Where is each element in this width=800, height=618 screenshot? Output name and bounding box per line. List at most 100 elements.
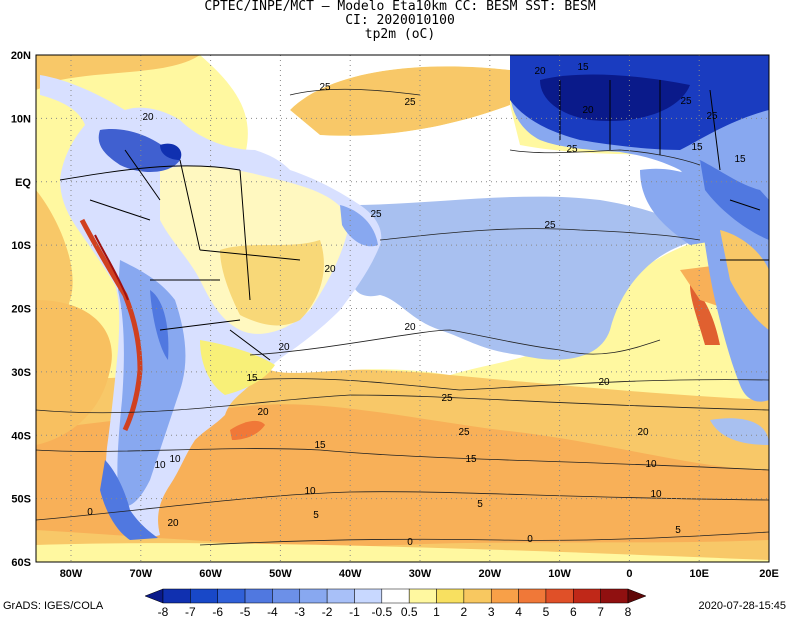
legend-swatch bbox=[573, 588, 601, 604]
contour-value-label: 20 bbox=[582, 105, 594, 116]
legend-label: -0.5 bbox=[371, 605, 392, 618]
contour-line bbox=[36, 448, 769, 471]
lon-label: 60W bbox=[199, 568, 222, 580]
legend-label: -2 bbox=[322, 605, 333, 618]
venezuela-blue bbox=[98, 129, 180, 172]
contour-line bbox=[199, 531, 769, 546]
contour-line bbox=[36, 394, 769, 414]
andes-darker-blue bbox=[150, 290, 169, 360]
lon-label: 80W bbox=[60, 568, 83, 580]
contour-value-label: 15 bbox=[577, 62, 589, 73]
contour-value-label: 25 bbox=[319, 82, 331, 93]
patagonia-blue bbox=[100, 460, 158, 540]
contour-value-label: 25 bbox=[458, 427, 470, 438]
contour-value-label: 15 bbox=[691, 142, 703, 153]
contour-value-label: 25 bbox=[370, 209, 382, 220]
contour-line bbox=[509, 149, 701, 166]
lon-label: 10E bbox=[689, 568, 709, 580]
contour-value-label: 20 bbox=[324, 264, 336, 275]
contour-value-label: 25 bbox=[706, 111, 718, 122]
map-grid bbox=[36, 55, 769, 562]
longitude-labels: 80W 70W 60W 50W 40W 30W 20W 10W 0 10E 20E bbox=[60, 568, 779, 580]
legend-label: 2 bbox=[461, 605, 468, 618]
legend-swatch bbox=[162, 588, 191, 604]
contour-value-label: 10 bbox=[304, 486, 316, 497]
title-line-3: tp2m (oC) bbox=[364, 27, 436, 42]
contour-line bbox=[249, 378, 769, 391]
country-borders bbox=[59, 149, 301, 361]
contour-value-label: 5 bbox=[477, 499, 483, 510]
benguela-red bbox=[690, 285, 720, 345]
contour-value-label: 10 bbox=[154, 460, 166, 471]
legend-label: -3 bbox=[294, 605, 305, 618]
contour-value-label: 0 bbox=[407, 537, 413, 548]
contour-line bbox=[289, 88, 421, 96]
legend-label: -1 bbox=[349, 605, 360, 618]
legend-label: 8 bbox=[625, 605, 632, 618]
legend-swatch bbox=[190, 588, 218, 604]
lat-label: 10N bbox=[11, 113, 31, 125]
contour-value-label: 10 bbox=[169, 454, 181, 465]
andes-red-ridge bbox=[79, 218, 143, 432]
lon-label: 70W bbox=[129, 568, 152, 580]
northeast-brazil-blue bbox=[340, 205, 378, 247]
latitude-labels: 20N 10N EQ 10S 20S 30S 40S 50S 60S bbox=[11, 50, 32, 569]
contour-value-label: 20 bbox=[142, 112, 154, 123]
legend-arrow-left bbox=[144, 588, 164, 604]
contour-value-label: 15 bbox=[465, 454, 477, 465]
legend-label: 6 bbox=[570, 605, 577, 618]
andes-dark-ridge bbox=[94, 234, 129, 301]
legend-label: 1 bbox=[433, 605, 440, 618]
contour-labels: 25 25 25 20 15 20 25 25 15 15 25 20 25 20 20 25 20 25 20 15… bbox=[87, 62, 746, 548]
lon-label: 20E bbox=[759, 568, 779, 580]
north-atlantic-orange bbox=[290, 66, 510, 136]
south-africa-warm bbox=[720, 230, 769, 330]
contour-value-label: 15 bbox=[246, 373, 258, 384]
lat-label: 10S bbox=[11, 240, 31, 252]
contour-value-label: 25 bbox=[441, 393, 453, 404]
contour-value-label: 10 bbox=[645, 459, 657, 470]
title-line-1: CPTEC/INPE/MCT – Modelo Eta10km CC: BESM… bbox=[204, 0, 596, 14]
legend-label: -5 bbox=[240, 605, 251, 618]
legend-swatch bbox=[436, 588, 465, 604]
contour-value-label: 5 bbox=[313, 510, 319, 521]
legend-swatch bbox=[244, 588, 273, 604]
contour-value-label: 20 bbox=[637, 427, 649, 438]
legend-swatch bbox=[217, 588, 246, 604]
legend-swatch bbox=[272, 588, 301, 604]
central-brazil-warm bbox=[220, 240, 324, 326]
caribbean-orange bbox=[36, 55, 200, 90]
central-africa-blue bbox=[700, 160, 769, 240]
contour-value-label: 20 bbox=[598, 377, 610, 388]
legend-swatch bbox=[354, 588, 383, 604]
lon-label: 40W bbox=[339, 568, 362, 580]
contour-value-label: 20 bbox=[257, 407, 269, 418]
lon-label: 20W bbox=[478, 568, 501, 580]
lat-label: EQ bbox=[15, 177, 31, 189]
southeast-blue-patch bbox=[710, 418, 769, 445]
contour-line bbox=[379, 228, 701, 241]
legend-swatch bbox=[545, 588, 574, 604]
legend-label: 7 bbox=[597, 605, 604, 618]
west-africa-darkest-blue bbox=[540, 74, 690, 121]
lat-label: 20N bbox=[11, 50, 31, 62]
contour-value-label: 5 bbox=[675, 525, 681, 536]
legend-label: -6 bbox=[212, 605, 223, 618]
pacific-south-orange bbox=[36, 300, 112, 445]
uruguay-warm bbox=[200, 340, 275, 395]
legend-label: 5 bbox=[543, 605, 550, 618]
legend-label: -4 bbox=[267, 605, 278, 618]
contour-value-label: 25 bbox=[566, 144, 578, 155]
color-legend: -8 -7 -6 -5 -4 -3 -2 -1 -0.5 0.5 1 2 3 4 5 6 7 8 bbox=[144, 588, 647, 618]
lon-label: 50W bbox=[269, 568, 292, 580]
southern-ocean-band bbox=[36, 404, 769, 547]
africa-land bbox=[510, 55, 769, 402]
lon-label: 0 bbox=[626, 568, 632, 580]
venezuela-dark-blue bbox=[160, 143, 182, 160]
contour-value-label: 20 bbox=[167, 518, 179, 529]
legend-swatch bbox=[326, 588, 355, 604]
lon-label: 30W bbox=[409, 568, 432, 580]
legend-swatch bbox=[463, 588, 492, 604]
lon-label: 10W bbox=[548, 568, 571, 580]
